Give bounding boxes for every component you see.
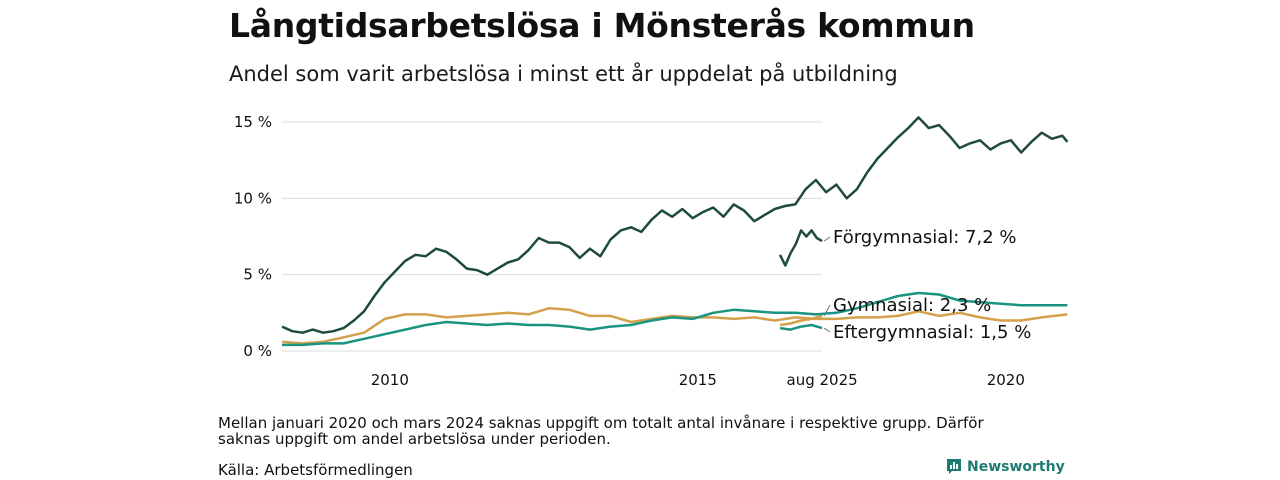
footnote: Mellan januari 2020 och mars 2024 saknas… xyxy=(218,414,984,448)
series-lines xyxy=(281,116,1069,347)
brand-name: Newsworthy xyxy=(967,458,1065,475)
series-end-label: Eftergymnasial: 1,5 % xyxy=(833,322,1031,343)
series-line-gymnasial xyxy=(281,307,1068,345)
x-tick-label: aug 2025 xyxy=(787,371,858,389)
label-connector xyxy=(823,236,831,242)
x-axis-ticks: 2010 2015 2020 aug 2025 xyxy=(371,371,1025,389)
x-tick-label: 2015 xyxy=(679,371,717,389)
y-tick-label: 5 % xyxy=(243,266,272,284)
grid-lines xyxy=(282,121,822,352)
series-line-eftergymnasial xyxy=(282,291,1068,347)
series-end-labels: Förgymnasial: 7,2 % Gymnasial: 2,3 % Efter… xyxy=(823,227,1031,343)
x-tick-label: 2010 xyxy=(371,371,409,389)
bar-chart-icon xyxy=(947,459,961,474)
y-tick-label: 10 % xyxy=(234,189,272,207)
series-end-label: Gymnasial: 2,3 % xyxy=(833,295,991,316)
y-tick-label: 15 % xyxy=(234,113,272,131)
series-line-förgymnasial-recent xyxy=(778,229,823,267)
source-note: Källa: Arbetsförmedlingen xyxy=(218,461,413,479)
y-axis-ticks: 0 % 5 % 10 % 15 % xyxy=(234,113,272,360)
x-tick-label: 2020 xyxy=(987,371,1025,389)
chart-title: Långtidsarbetslösa i Mönsterås kommun xyxy=(229,6,975,45)
series-end-label: Förgymnasial: 7,2 % xyxy=(833,227,1017,248)
series-line-gymnasial-recent xyxy=(779,314,823,327)
y-tick-label: 0 % xyxy=(243,342,272,360)
brand-logo: Newsworthy xyxy=(946,458,1065,475)
series-line-eftergymnasial-recent xyxy=(779,323,823,331)
series-line-förgymnasial xyxy=(281,116,1069,334)
chart-subtitle: Andel som varit arbetslösa i minst ett å… xyxy=(229,62,898,86)
label-connector xyxy=(823,304,831,317)
label-connector xyxy=(823,327,831,333)
line-chart: 0 % 5 % 10 % 15 % 2010 2015 2020 aug 2025 Förg… xyxy=(234,113,1069,389)
